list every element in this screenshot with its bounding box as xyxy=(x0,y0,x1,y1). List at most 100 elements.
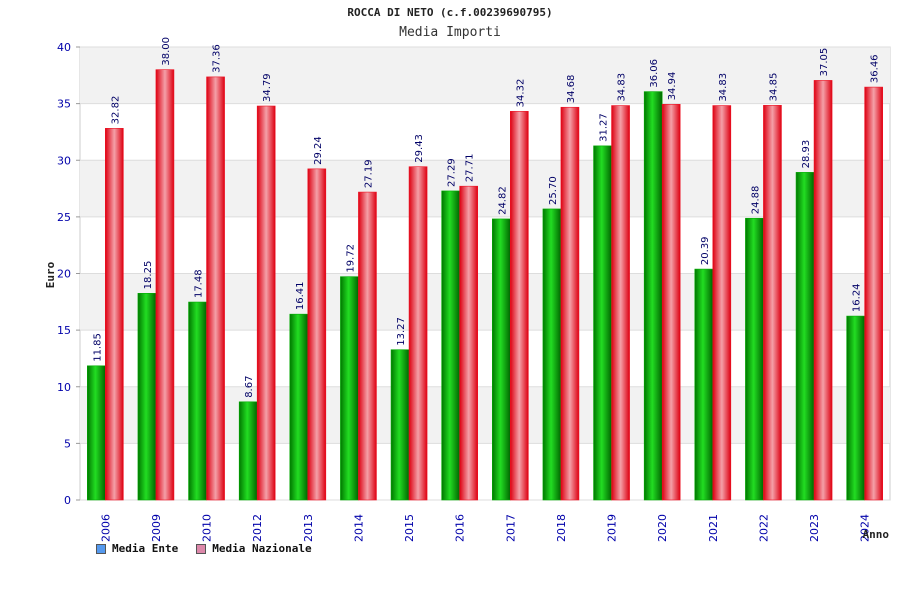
data-label: 27.71 xyxy=(465,154,476,183)
data-label: 13.27 xyxy=(396,317,407,346)
x-tick-label: 2014 xyxy=(352,514,365,542)
bar-media-ente xyxy=(745,217,764,501)
data-label: 34.83 xyxy=(617,73,628,102)
chart-title: ROCCA DI NETO (c.f.00239690795) xyxy=(347,6,553,19)
data-label: 34.85 xyxy=(768,73,779,102)
legend-swatch-ente xyxy=(96,543,106,554)
data-label: 31.27 xyxy=(599,113,610,142)
x-tick-label: 2010 xyxy=(201,514,214,542)
data-labels: 11.85 32.82 18.25 38.00 17.48 37.36 8.67 34.79 1… xyxy=(92,37,880,398)
x-tick-label: 2024 xyxy=(859,514,872,542)
y-tick-label: 40 xyxy=(57,41,71,54)
data-label: 20.39 xyxy=(700,236,711,265)
data-label: 24.88 xyxy=(750,186,761,215)
x-tick-label: 2022 xyxy=(757,514,770,542)
legend-swatch-nazionale xyxy=(196,543,207,554)
y-tick-label: 35 xyxy=(57,98,71,111)
bar-media-ente xyxy=(340,276,359,501)
y-axis-label: Euro xyxy=(44,261,57,288)
x-tick-label: 2012 xyxy=(251,514,264,542)
legend: Media Ente Media Nazionale xyxy=(96,542,312,555)
bar-media-nazionale xyxy=(661,104,681,501)
data-label: 38.00 xyxy=(161,37,172,66)
bar-media-ente xyxy=(441,190,460,501)
bar-media-nazionale xyxy=(560,106,580,501)
bar-media-nazionale xyxy=(763,105,782,501)
bar-media-ente xyxy=(593,145,612,501)
bar-media-nazionale xyxy=(155,69,175,501)
data-label: 37.05 xyxy=(819,48,830,77)
data-label: 34.68 xyxy=(566,75,577,104)
data-label: 27.29 xyxy=(447,158,458,187)
x-axis-label: Anno xyxy=(863,528,890,541)
data-label: 28.93 xyxy=(801,140,812,169)
bar-media-nazionale xyxy=(408,166,428,501)
bar-media-nazionale xyxy=(813,80,833,501)
data-label: 29.24 xyxy=(313,136,324,165)
x-tick-label: 2021 xyxy=(707,514,720,542)
y-axis-ticks: 0 5 10 15 20 25 30 35 40 xyxy=(57,41,80,507)
data-label: 34.79 xyxy=(262,73,273,102)
data-label: 19.72 xyxy=(345,244,356,273)
bar-media-ente xyxy=(846,315,865,501)
data-label: 34.83 xyxy=(718,73,729,102)
bar-media-nazionale xyxy=(864,86,883,501)
legend-item-ente: Media Ente xyxy=(96,542,178,555)
x-tick-label: 2009 xyxy=(150,514,163,542)
x-axis-ticks: 2006 2009 2010 2012 2013 2014 2015 2016 2017 2018… xyxy=(99,514,871,542)
y-tick-label: 0 xyxy=(64,494,71,507)
y-tick-label: 30 xyxy=(57,154,71,167)
bar-media-nazionale xyxy=(256,105,276,501)
bar-media-nazionale xyxy=(459,185,478,501)
data-label: 27.19 xyxy=(363,159,374,188)
data-label: 24.82 xyxy=(497,186,508,215)
x-tick-label: 2013 xyxy=(302,514,315,542)
bar-media-ente xyxy=(643,91,663,501)
bar-media-nazionale xyxy=(712,105,732,501)
legend-label-ente: Media Ente xyxy=(112,542,179,555)
legend-item-nazionale: Media Nazionale xyxy=(196,542,312,555)
data-label: 17.48 xyxy=(194,269,205,298)
bar-media-nazionale xyxy=(358,191,377,501)
bar-media-nazionale xyxy=(206,76,225,501)
data-label: 36.06 xyxy=(649,59,660,88)
bar-media-ente xyxy=(694,268,714,501)
y-tick-label: 20 xyxy=(57,268,71,281)
bar-media-ente xyxy=(137,293,157,501)
data-label: 34.94 xyxy=(667,72,678,101)
bar-media-ente xyxy=(492,218,511,501)
x-tick-label: 2018 xyxy=(555,514,568,542)
x-tick-label: 2006 xyxy=(99,514,112,542)
bar-media-ente xyxy=(795,172,815,501)
data-label: 34.32 xyxy=(515,79,526,108)
bar-media-nazionale xyxy=(105,128,124,501)
y-tick-label: 25 xyxy=(57,211,71,224)
bar-media-nazionale xyxy=(510,111,529,501)
y-tick-label: 10 xyxy=(57,381,71,394)
bars xyxy=(87,69,883,501)
bar-media-ente xyxy=(87,365,106,501)
x-tick-label: 2015 xyxy=(403,514,416,542)
bar-media-ente xyxy=(188,301,207,501)
data-label: 25.70 xyxy=(548,176,559,205)
bar-media-ente xyxy=(238,401,258,501)
data-label: 11.85 xyxy=(92,333,103,362)
data-label: 18.25 xyxy=(143,261,154,290)
data-label: 16.24 xyxy=(852,283,863,312)
legend-label-nazionale: Media Nazionale xyxy=(212,542,312,555)
x-tick-label: 2017 xyxy=(504,514,517,542)
x-tick-label: 2019 xyxy=(606,514,619,542)
data-label: 29.43 xyxy=(414,134,425,163)
data-label: 36.46 xyxy=(870,54,881,83)
bar-media-ente xyxy=(289,313,309,501)
data-label: 16.41 xyxy=(295,282,306,311)
bar-media-nazionale xyxy=(611,105,630,501)
bar-media-ente xyxy=(390,349,410,501)
y-tick-label: 15 xyxy=(57,324,71,337)
y-tick-label: 5 xyxy=(64,437,71,450)
x-tick-label: 2023 xyxy=(808,514,821,542)
bar-media-nazionale xyxy=(307,168,327,501)
data-label: 8.67 xyxy=(244,376,255,398)
data-label: 37.36 xyxy=(212,44,223,73)
